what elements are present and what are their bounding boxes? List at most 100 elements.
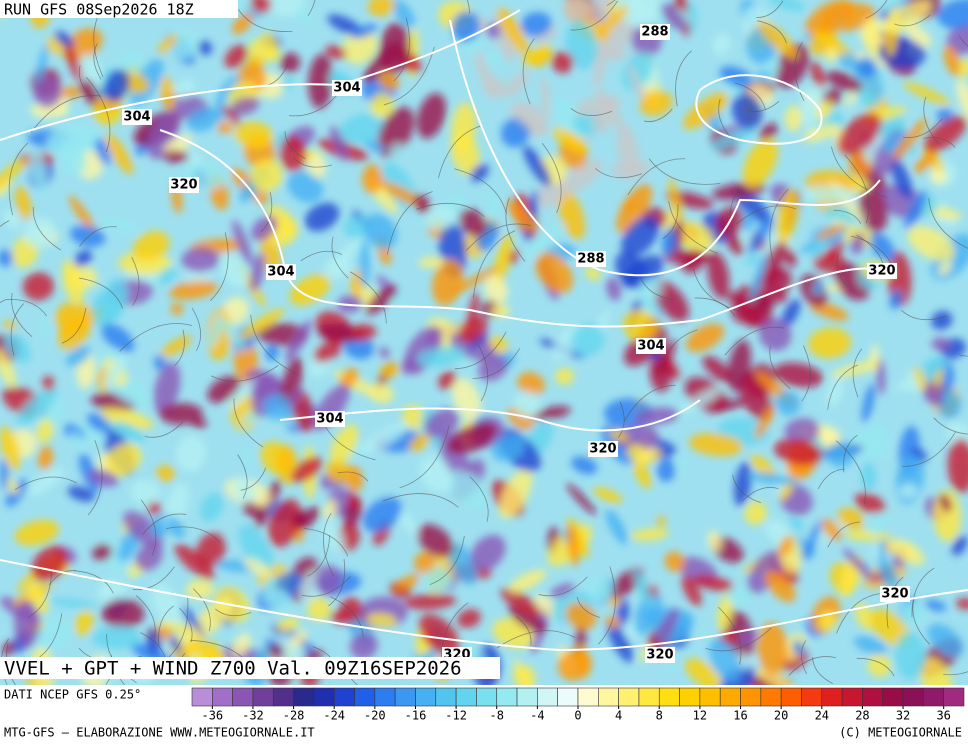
streamline — [606, 0, 616, 6]
streamline — [469, 476, 489, 522]
streamline — [119, 323, 193, 352]
colorbar-swatch — [272, 687, 294, 707]
streamline — [61, 307, 87, 344]
field-blob — [727, 339, 752, 392]
field-blob — [757, 19, 798, 59]
field-blob — [197, 40, 213, 56]
field-blob — [379, 346, 390, 359]
field-blob — [231, 13, 253, 35]
field-blob — [90, 289, 122, 327]
field-blob — [907, 225, 955, 262]
contour-label-box — [266, 264, 296, 280]
field-blob — [733, 461, 752, 507]
streamline — [522, 38, 535, 105]
field-blob — [123, 511, 164, 548]
field-blob — [487, 190, 501, 222]
field-blob — [869, 609, 911, 647]
field-blob — [939, 493, 952, 513]
field-blob — [861, 383, 876, 423]
field-blob — [904, 190, 928, 230]
field-blob — [587, 576, 612, 602]
field-blob — [222, 105, 241, 126]
field-blob — [414, 551, 436, 574]
field-blob — [238, 308, 285, 340]
colorbar-swatch — [496, 687, 518, 707]
field-blob — [157, 621, 201, 634]
field-blob — [263, 0, 305, 17]
streamline — [331, 236, 349, 279]
field-blob — [250, 0, 272, 14]
field-blob — [756, 622, 789, 675]
field-blob — [135, 542, 163, 571]
field-blob — [748, 215, 774, 254]
colorbar-tick-label: -20 — [364, 709, 386, 723]
contour-label: 320 — [646, 648, 673, 663]
field-blob — [781, 299, 801, 327]
field-blob — [362, 164, 383, 194]
streamline — [237, 9, 293, 32]
field-blob — [262, 587, 293, 610]
field-blob — [377, 106, 415, 158]
field-blob — [499, 469, 533, 519]
field-blob — [367, 383, 394, 404]
streamline — [894, 14, 931, 27]
field-blob — [289, 387, 304, 407]
field-blob — [660, 3, 687, 32]
field-blob — [707, 251, 730, 299]
field-blob — [349, 632, 378, 660]
colorbar-swatch — [557, 687, 579, 707]
field-blob — [91, 625, 142, 650]
streamline — [32, 206, 62, 251]
field-blob — [281, 76, 294, 90]
streamline — [943, 671, 968, 676]
field-blob — [363, 41, 401, 84]
colorbar-swatch — [699, 687, 721, 707]
field-blob — [418, 256, 447, 268]
field-blob — [924, 600, 947, 612]
field-blob — [596, 6, 629, 36]
field-blob — [157, 34, 178, 54]
field-blob — [745, 255, 759, 266]
field-blob — [48, 598, 98, 609]
field-blob — [276, 617, 300, 633]
streamline — [387, 191, 433, 255]
field-blob — [605, 615, 620, 629]
contour-label: 320 — [881, 587, 908, 602]
credit: MTG-GFS — ELABORAZIONE WWW.METEOGIORNALE… — [4, 726, 315, 740]
field-blob — [307, 597, 331, 621]
field-blob — [68, 195, 97, 235]
streamline — [794, 42, 805, 102]
field-blob — [584, 266, 601, 281]
streamline — [292, 157, 332, 168]
field-blob — [104, 355, 127, 387]
contour-label-box — [332, 80, 362, 96]
colorbar-swatch — [293, 687, 315, 707]
colorbar-swatch — [374, 687, 396, 707]
colorbar-swatch — [801, 687, 823, 707]
field-blob — [855, 603, 875, 631]
streamline — [595, 168, 643, 179]
field-blob — [267, 499, 302, 548]
streamline — [454, 331, 507, 370]
field-blob — [508, 604, 547, 633]
streamline — [304, 527, 349, 557]
field-blob — [943, 45, 961, 76]
field-blob — [484, 275, 509, 304]
field-blob — [565, 19, 598, 70]
field-blob — [244, 558, 270, 576]
streamline — [131, 256, 140, 306]
streamline — [788, 656, 837, 676]
streamline — [86, 76, 111, 153]
field-blob — [130, 479, 161, 505]
field-blob — [521, 44, 552, 66]
field-blob — [153, 354, 166, 371]
streamline — [429, 535, 465, 585]
field-blob — [740, 212, 755, 231]
colorbar-tick-label: 8 — [656, 709, 663, 723]
field-blob — [467, 331, 490, 350]
streamline — [836, 440, 866, 505]
colorbar-swatch — [252, 687, 274, 707]
streamline — [191, 307, 202, 352]
field-blob — [160, 76, 176, 111]
